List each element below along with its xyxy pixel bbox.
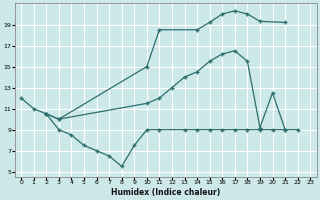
X-axis label: Humidex (Indice chaleur): Humidex (Indice chaleur): [111, 188, 220, 197]
